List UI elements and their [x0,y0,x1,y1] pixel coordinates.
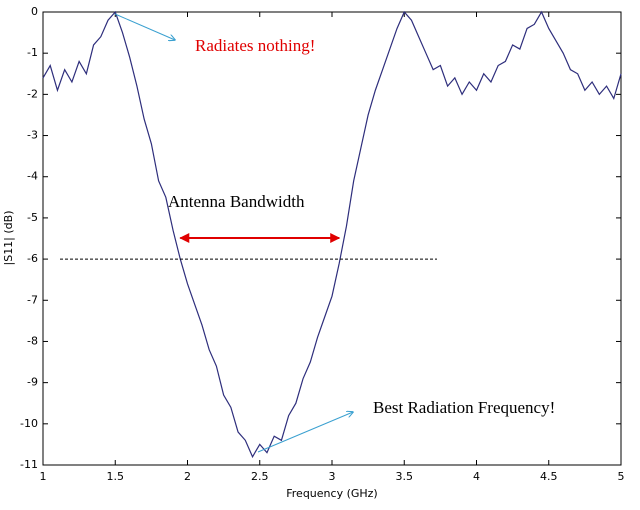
x-tick-label: 2 [184,470,191,483]
y-tick-label: -5 [27,211,38,224]
x-tick-label: 4.5 [540,470,558,483]
y-tick-label: -4 [27,170,38,183]
x-tick-label: 1 [40,470,47,483]
annotation-arrow [114,13,175,40]
data-line [42,10,622,459]
y-tick-label: -7 [27,293,38,306]
annotation-arrow [257,412,353,453]
y-axis-label: |S11| (dB) [2,211,15,266]
y-tick-label: -10 [20,417,38,430]
y-tick-label: -2 [27,87,38,100]
x-tick-label: 3.5 [396,470,414,483]
x-tick-label: 4 [473,470,480,483]
y-tick-label: -9 [27,376,38,389]
x-axis-label: Frequency (GHz) [286,487,377,500]
annotation: Radiates nothing! [195,36,315,55]
x-tick-label: 1.5 [107,470,125,483]
y-tick-label: -8 [27,334,38,347]
x-tick-label: 2.5 [251,470,269,483]
annotation: Antenna Bandwidth [168,192,305,211]
x-tick-label: 5 [618,470,625,483]
y-tick-label: -1 [27,46,38,59]
annotation: Best Radiation Frequency! [373,398,555,417]
y-tick-label: -11 [20,458,38,471]
x-tick-label: 3 [329,470,336,483]
y-tick-label: -6 [27,252,38,265]
y-tick-label: -3 [27,129,38,142]
y-tick-label: 0 [31,5,38,18]
